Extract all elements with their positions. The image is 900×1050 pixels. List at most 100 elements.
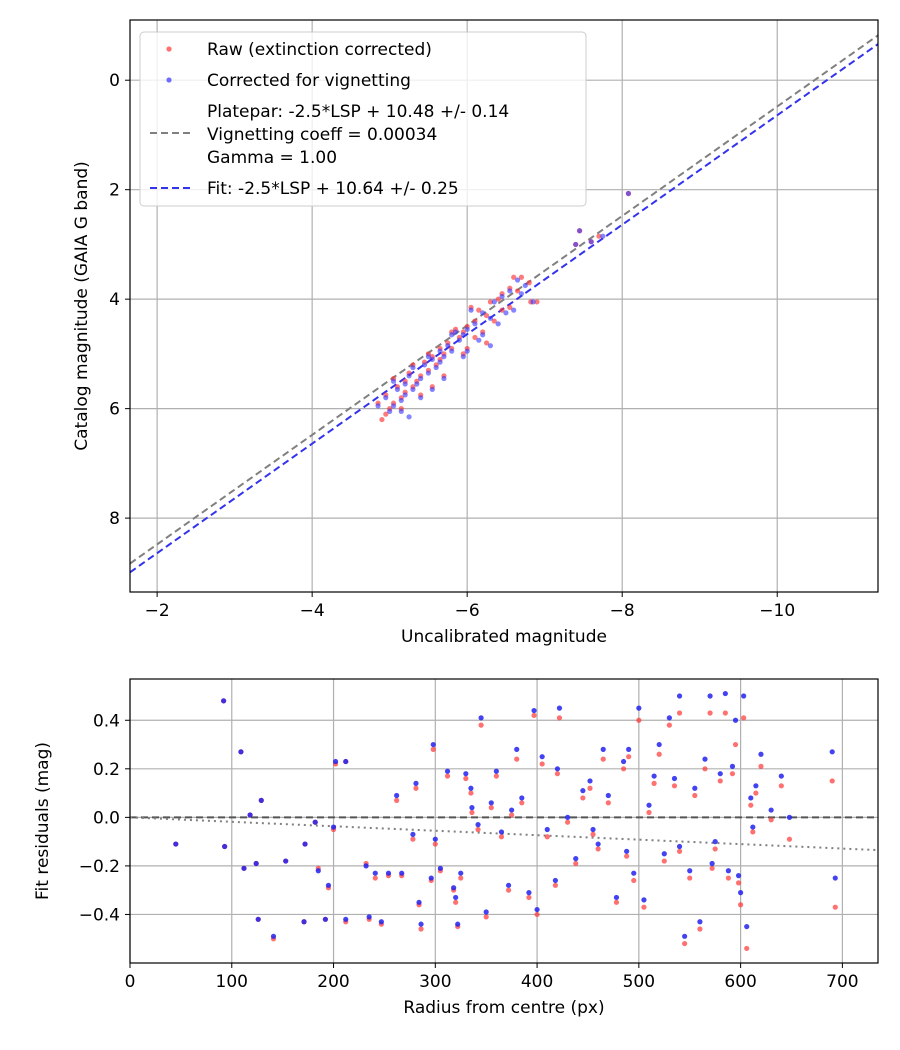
bot-point-raw xyxy=(498,834,505,840)
bot-point-corrected xyxy=(366,914,372,920)
top-y-tick-label: 0 xyxy=(109,71,120,91)
bot-point-corrected xyxy=(253,860,259,867)
top-point-raw xyxy=(476,307,482,313)
bot-point-corrected xyxy=(729,763,736,769)
bot-point-corrected xyxy=(738,890,744,896)
top-point-corrected xyxy=(600,233,606,239)
legend-marker-corrected xyxy=(166,77,172,83)
bot-point-corrected xyxy=(247,812,253,818)
legend: Raw (extinction corrected) Corrected for… xyxy=(139,31,587,207)
bot-point-corrected xyxy=(641,897,647,903)
bot-point-corrected xyxy=(498,829,505,835)
top-point-corrected xyxy=(511,307,517,313)
bot-point-corrected xyxy=(656,741,662,748)
bot-point-corrected xyxy=(283,858,289,864)
top-point-raw xyxy=(483,340,490,346)
top-point-corrected xyxy=(573,241,579,248)
top-point-corrected xyxy=(588,239,594,245)
bot-point-corrected xyxy=(539,754,545,760)
bot-point-raw xyxy=(692,792,698,799)
bot-point-corrected xyxy=(315,868,321,874)
bot-point-corrected xyxy=(671,775,678,782)
bot-point-raw xyxy=(587,785,593,791)
top-point-raw xyxy=(487,299,494,305)
top-point-corrected xyxy=(456,337,463,343)
bot-point-corrected xyxy=(469,805,475,811)
bot-point-raw xyxy=(534,911,540,918)
bot-point-corrected xyxy=(666,715,672,721)
bot-point-raw xyxy=(717,778,723,784)
bot-point-raw xyxy=(509,812,515,818)
bot-point-corrected xyxy=(554,766,561,772)
bot-point-raw xyxy=(709,865,715,871)
bot-point-raw xyxy=(646,809,652,816)
bot-point-raw xyxy=(626,754,632,760)
bot-point-corrected xyxy=(418,921,424,927)
top-point-raw xyxy=(491,318,497,324)
top-point-corrected xyxy=(429,356,435,362)
bot-point-raw xyxy=(729,771,736,777)
bot-point-corrected xyxy=(526,890,532,896)
top-point-corrected xyxy=(499,293,505,300)
bot-point-corrected xyxy=(363,863,369,869)
top-point-corrected xyxy=(480,310,486,316)
bot-point-raw xyxy=(573,860,579,867)
bot-point-corrected xyxy=(330,824,337,830)
bot-point-corrected xyxy=(332,758,339,765)
top-point-corrected xyxy=(503,310,509,316)
bot-point-raw xyxy=(651,780,657,786)
bot-point-raw xyxy=(682,940,688,947)
bot-point-raw xyxy=(778,783,784,789)
top-y-tick-label: 6 xyxy=(109,400,120,420)
top-point-corrected xyxy=(507,288,513,294)
bot-point-corrected xyxy=(534,906,540,913)
bot-point-raw xyxy=(707,710,713,716)
bot-point-raw xyxy=(624,853,630,859)
bot-point-corrected xyxy=(451,885,457,891)
top-point-corrected xyxy=(487,315,494,321)
bot-point-corrected xyxy=(552,877,558,884)
bottom-panel: 0 100 200 300 400 500 600 700 −0.4 −0.2 0.0 0.2 0.4… xyxy=(33,678,879,1018)
bot-point-raw xyxy=(600,756,606,762)
bot-point-corrected xyxy=(712,839,718,845)
bot-point-corrected xyxy=(544,826,550,833)
bot-point-corrected xyxy=(707,693,713,699)
top-point-corrected xyxy=(410,386,416,393)
bot-point-corrected xyxy=(587,778,593,784)
bot-point-corrected xyxy=(378,919,384,925)
bot-point-raw xyxy=(413,785,419,791)
bot-point-corrected xyxy=(483,909,489,915)
top-point-corrected xyxy=(398,408,404,414)
bot-point-raw xyxy=(469,809,475,816)
top-x-tick-label: −4 xyxy=(300,601,325,621)
bot-point-raw xyxy=(478,722,484,728)
bot-y-tick-label: −0.4 xyxy=(79,905,120,925)
top-point-corrected xyxy=(390,378,397,384)
top-axes-frame xyxy=(129,19,879,593)
bot-point-corrected xyxy=(732,717,739,723)
bottom-axes-frame xyxy=(129,678,879,964)
bot-point-corrected xyxy=(725,868,732,874)
top-point-raw xyxy=(379,416,385,423)
top-x-ticks: −2 −4 −6 −8 −10 xyxy=(145,592,795,621)
bot-point-corrected xyxy=(646,802,652,808)
bot-point-raw xyxy=(620,766,627,772)
bot-x-tick-label: 400 xyxy=(521,972,553,992)
bot-point-raw xyxy=(505,887,512,893)
top-point-corrected xyxy=(476,337,482,343)
top-point-corrected xyxy=(480,332,486,338)
bot-point-corrected xyxy=(458,870,464,876)
bot-point-raw xyxy=(565,819,571,825)
bot-point-corrected xyxy=(682,933,688,939)
top-point-raw xyxy=(483,312,490,319)
top-x-tick-label: −8 xyxy=(610,601,635,621)
bot-point-raw xyxy=(394,797,400,803)
top-point-corrected xyxy=(445,343,451,349)
bot-point-corrected xyxy=(565,814,571,820)
top-point-raw xyxy=(383,411,389,417)
top-point-corrected xyxy=(394,386,401,393)
top-point-corrected xyxy=(464,326,470,332)
bot-point-corrected xyxy=(702,756,708,762)
bot-point-raw xyxy=(418,926,424,932)
